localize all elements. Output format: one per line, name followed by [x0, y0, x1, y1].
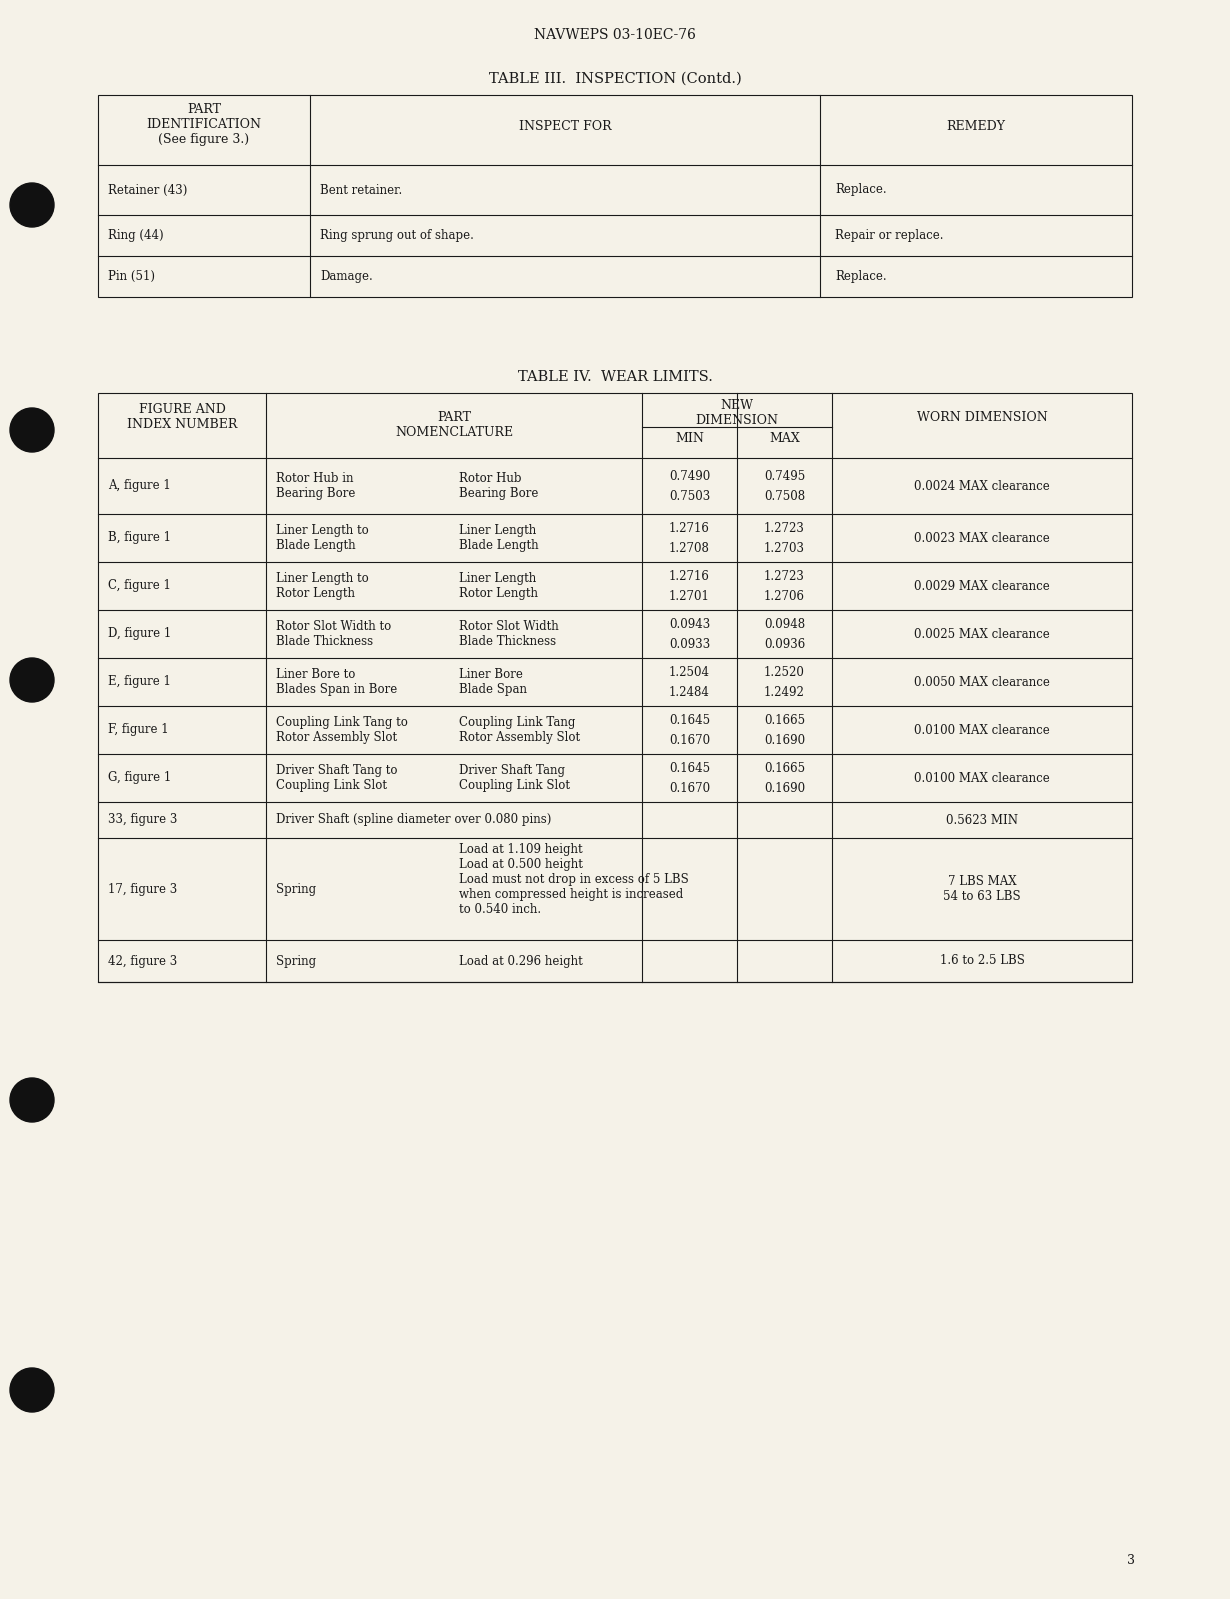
- Text: 0.7490: 0.7490: [669, 470, 710, 483]
- Text: 0.0050 MAX clearance: 0.0050 MAX clearance: [914, 675, 1050, 689]
- Text: B, figure 1: B, figure 1: [108, 531, 171, 545]
- Text: TABLE IV.  WEAR LIMITS.: TABLE IV. WEAR LIMITS.: [518, 369, 712, 384]
- Text: Replace.: Replace.: [835, 270, 887, 283]
- Bar: [98, 94, 1132, 297]
- Text: FIGURE AND
INDEX NUMBER: FIGURE AND INDEX NUMBER: [127, 403, 237, 432]
- Text: 0.0025 MAX clearance: 0.0025 MAX clearance: [914, 627, 1050, 641]
- Text: C, figure 1: C, figure 1: [108, 579, 171, 593]
- Text: PART
IDENTIFICATION
(See figure 3.): PART IDENTIFICATION (See figure 3.): [146, 102, 262, 146]
- Text: PART
NOMENCLATURE: PART NOMENCLATURE: [395, 411, 513, 440]
- Circle shape: [10, 1369, 54, 1412]
- Text: Liner Bore to
Blades Span in Bore: Liner Bore to Blades Span in Bore: [276, 668, 397, 696]
- Text: Retainer (43): Retainer (43): [108, 184, 187, 197]
- Text: 1.2708: 1.2708: [669, 542, 710, 555]
- Text: NAVWEPS 03-10EC-76: NAVWEPS 03-10EC-76: [534, 29, 696, 42]
- Circle shape: [10, 408, 54, 453]
- Text: 3: 3: [1127, 1554, 1135, 1567]
- Text: Damage.: Damage.: [320, 270, 373, 283]
- Text: 1.2520: 1.2520: [764, 665, 804, 678]
- Text: 0.0933: 0.0933: [669, 638, 710, 651]
- Text: 0.0100 MAX clearance: 0.0100 MAX clearance: [914, 771, 1050, 785]
- Text: 1.2716: 1.2716: [669, 521, 710, 534]
- Text: 1.2484: 1.2484: [669, 686, 710, 699]
- Text: Repair or replace.: Repair or replace.: [835, 229, 943, 241]
- Text: 1.6 to 2.5 LBS: 1.6 to 2.5 LBS: [940, 955, 1025, 967]
- Text: 0.0100 MAX clearance: 0.0100 MAX clearance: [914, 723, 1050, 737]
- Text: 1.2723: 1.2723: [764, 569, 804, 582]
- Text: 0.1670: 0.1670: [669, 734, 710, 747]
- Text: MIN: MIN: [675, 432, 704, 445]
- Text: A, figure 1: A, figure 1: [108, 480, 171, 492]
- Text: 0.7495: 0.7495: [764, 470, 806, 483]
- Text: Rotor Hub in
Bearing Bore: Rotor Hub in Bearing Bore: [276, 472, 355, 500]
- Text: Rotor Slot Width to
Blade Thickness: Rotor Slot Width to Blade Thickness: [276, 620, 391, 648]
- Text: E, figure 1: E, figure 1: [108, 675, 171, 689]
- Text: Liner Length
Rotor Length: Liner Length Rotor Length: [459, 572, 538, 600]
- Text: Liner Length
Blade Length: Liner Length Blade Length: [459, 524, 539, 552]
- Text: 0.0936: 0.0936: [764, 638, 806, 651]
- Text: 7 LBS MAX
54 to 63 LBS: 7 LBS MAX 54 to 63 LBS: [943, 875, 1021, 903]
- Text: INSPECT FOR: INSPECT FOR: [519, 120, 611, 133]
- Text: Liner Length to
Blade Length: Liner Length to Blade Length: [276, 524, 369, 552]
- Text: Load at 1.109 height
Load at 0.500 height
Load must not drop in excess of 5 LBS
: Load at 1.109 height Load at 0.500 heigh…: [459, 843, 689, 916]
- Text: TABLE III.  INSPECTION (Contd.): TABLE III. INSPECTION (Contd.): [488, 72, 742, 86]
- Text: Driver Shaft Tang to
Coupling Link Slot: Driver Shaft Tang to Coupling Link Slot: [276, 764, 397, 792]
- Text: Ring sprung out of shape.: Ring sprung out of shape.: [320, 229, 474, 241]
- Text: Ring (44): Ring (44): [108, 229, 164, 241]
- Text: F, figure 1: F, figure 1: [108, 723, 169, 737]
- Text: 17, figure 3: 17, figure 3: [108, 883, 177, 895]
- Text: WORN DIMENSION: WORN DIMENSION: [916, 411, 1048, 424]
- Text: 1.2504: 1.2504: [669, 665, 710, 678]
- Text: MAX: MAX: [769, 432, 800, 445]
- Text: 1.2703: 1.2703: [764, 542, 804, 555]
- Text: 42, figure 3: 42, figure 3: [108, 955, 177, 967]
- Text: NEW
DIMENSION: NEW DIMENSION: [695, 400, 779, 427]
- Text: 0.5623 MIN: 0.5623 MIN: [946, 814, 1018, 827]
- Text: Rotor Slot Width
Blade Thickness: Rotor Slot Width Blade Thickness: [459, 620, 558, 648]
- Text: Load at 0.296 height: Load at 0.296 height: [459, 955, 583, 967]
- Circle shape: [10, 1078, 54, 1122]
- Text: 0.1645: 0.1645: [669, 761, 710, 774]
- Text: Replace.: Replace.: [835, 184, 887, 197]
- Text: REMEDY: REMEDY: [947, 120, 1005, 133]
- Text: Pin (51): Pin (51): [108, 270, 155, 283]
- Text: 0.7503: 0.7503: [669, 489, 710, 502]
- Text: 0.0029 MAX clearance: 0.0029 MAX clearance: [914, 579, 1050, 593]
- Text: Coupling Link Tang
Rotor Assembly Slot: Coupling Link Tang Rotor Assembly Slot: [459, 716, 581, 744]
- Text: 1.2492: 1.2492: [764, 686, 804, 699]
- Text: 0.0023 MAX clearance: 0.0023 MAX clearance: [914, 531, 1050, 545]
- Text: 0.1690: 0.1690: [764, 734, 806, 747]
- Text: 0.1645: 0.1645: [669, 713, 710, 726]
- Circle shape: [10, 182, 54, 227]
- Text: Driver Shaft Tang
Coupling Link Slot: Driver Shaft Tang Coupling Link Slot: [459, 764, 569, 792]
- Text: Driver Shaft (spline diameter over 0.080 pins): Driver Shaft (spline diameter over 0.080…: [276, 814, 551, 827]
- Text: 0.0943: 0.0943: [669, 617, 710, 630]
- Text: 0.7508: 0.7508: [764, 489, 806, 502]
- Text: 33, figure 3: 33, figure 3: [108, 814, 177, 827]
- Text: Liner Length to
Rotor Length: Liner Length to Rotor Length: [276, 572, 369, 600]
- Text: Bent retainer.: Bent retainer.: [320, 184, 402, 197]
- Bar: [98, 393, 1132, 982]
- Circle shape: [10, 659, 54, 702]
- Text: 0.1665: 0.1665: [764, 761, 806, 774]
- Text: D, figure 1: D, figure 1: [108, 627, 171, 641]
- Text: Spring: Spring: [276, 955, 316, 967]
- Text: 0.0024 MAX clearance: 0.0024 MAX clearance: [914, 480, 1050, 492]
- Text: Liner Bore
Blade Span: Liner Bore Blade Span: [459, 668, 526, 696]
- Text: 1.2706: 1.2706: [764, 590, 804, 603]
- Text: 0.0948: 0.0948: [764, 617, 806, 630]
- Text: Coupling Link Tang to
Rotor Assembly Slot: Coupling Link Tang to Rotor Assembly Slo…: [276, 716, 408, 744]
- Text: Rotor Hub
Bearing Bore: Rotor Hub Bearing Bore: [459, 472, 539, 500]
- Text: 1.2723: 1.2723: [764, 521, 804, 534]
- Text: 0.1690: 0.1690: [764, 782, 806, 795]
- Text: Spring: Spring: [276, 883, 316, 895]
- Text: 1.2716: 1.2716: [669, 569, 710, 582]
- Text: 0.1670: 0.1670: [669, 782, 710, 795]
- Text: 0.1665: 0.1665: [764, 713, 806, 726]
- Text: 1.2701: 1.2701: [669, 590, 710, 603]
- Text: G, figure 1: G, figure 1: [108, 771, 171, 785]
